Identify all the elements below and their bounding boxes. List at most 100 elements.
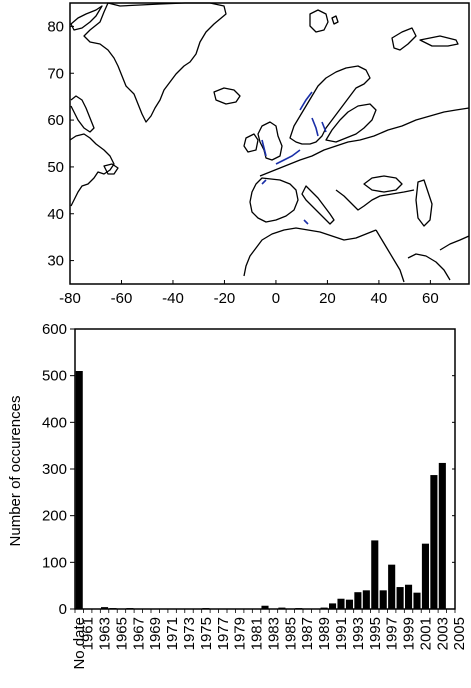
coastline-balkans bbox=[335, 189, 415, 211]
map-x-tick-label: -20 bbox=[214, 290, 236, 307]
bar bbox=[362, 590, 370, 609]
bar bbox=[388, 564, 396, 609]
coastline-italy bbox=[301, 185, 335, 225]
bar bbox=[413, 592, 421, 609]
bar bbox=[75, 371, 83, 609]
bar-x-tick-label: 1991 bbox=[333, 617, 350, 650]
bar bbox=[109, 608, 117, 609]
coastline-europe bbox=[259, 107, 470, 177]
map-y-tick-label: 60 bbox=[47, 112, 64, 129]
coastline-arabia bbox=[407, 253, 451, 281]
map-x-tick-label: -80 bbox=[59, 290, 81, 307]
bar bbox=[354, 592, 362, 609]
bar-x-tick-label: 1987 bbox=[299, 617, 316, 650]
map-y-tick-label: 40 bbox=[47, 206, 64, 223]
bar-series bbox=[75, 371, 446, 609]
bar-x-tick-label: 1973 bbox=[181, 617, 198, 650]
map-y-tick-label: 70 bbox=[47, 65, 64, 82]
coastline-middle-east bbox=[375, 229, 405, 283]
map-x-tick-label: 60 bbox=[422, 290, 439, 307]
bar-x-tick-label: 1963 bbox=[97, 617, 114, 650]
bar-x-tick-label: 1967 bbox=[130, 617, 147, 650]
coastline-map bbox=[69, 2, 470, 283]
coastline-svalbard bbox=[309, 9, 339, 33]
bar-x-tick-label: 1985 bbox=[282, 617, 299, 650]
coastline-arctic-islands bbox=[70, 5, 103, 31]
bar-x-tick-label: 1983 bbox=[265, 617, 282, 650]
occurrence-coast-baltic bbox=[311, 117, 327, 137]
bar-x-tick-label: 2003 bbox=[434, 617, 451, 650]
bar-y-tick-label: 300 bbox=[42, 461, 67, 478]
bar bbox=[396, 587, 404, 609]
bar-x-tick-label: 1969 bbox=[147, 617, 164, 650]
coastline-north-america bbox=[69, 133, 115, 207]
occurrence-coast-northsea bbox=[275, 149, 301, 165]
bar bbox=[295, 608, 303, 609]
bar bbox=[320, 607, 328, 609]
bar bbox=[438, 462, 446, 609]
map-x-tick-label: 40 bbox=[371, 290, 388, 307]
bar bbox=[345, 599, 353, 609]
bar-x-tick-label: 1971 bbox=[164, 617, 181, 650]
bar bbox=[371, 540, 379, 609]
coastline-greenland bbox=[83, 2, 227, 123]
map-frame bbox=[69, 2, 470, 285]
occurrence-coast-norway bbox=[299, 91, 313, 111]
coastline-persia bbox=[439, 235, 470, 251]
coastline-caspian bbox=[415, 179, 433, 227]
occurrence-coast-med bbox=[303, 219, 309, 225]
bar-x-tick-label: 2005 bbox=[451, 617, 468, 650]
bar-x-tick-label: 1981 bbox=[249, 617, 266, 650]
bar bbox=[405, 584, 413, 609]
map-axis: -80 -60 -40 -20 0 20 40 60 30 40 50 60 70 80 bbox=[47, 18, 438, 307]
bar bbox=[329, 603, 337, 609]
bar-x-tick-label: 2001 bbox=[417, 617, 434, 650]
coastline-newfoundland bbox=[103, 163, 119, 175]
bar-x-tick-label: 1993 bbox=[350, 617, 367, 650]
bar-x-tick-label: 1999 bbox=[401, 617, 418, 650]
bar-y-tick-label: 200 bbox=[42, 508, 67, 525]
occurrence-coast-biscay bbox=[261, 179, 267, 185]
coastline-novaya-zemlya bbox=[391, 27, 459, 51]
bar bbox=[379, 590, 387, 609]
bar-y-tick-label: 600 bbox=[42, 321, 67, 338]
bar-x-tick-label: 1997 bbox=[384, 617, 401, 650]
coastline-great-britain bbox=[257, 121, 283, 161]
bar bbox=[202, 608, 210, 609]
bar bbox=[261, 605, 269, 609]
map-x-tick-label: -40 bbox=[162, 290, 184, 307]
coastline-scandinavia bbox=[289, 65, 371, 145]
bar-x-tick-label: 1965 bbox=[113, 617, 130, 650]
coastline-ireland bbox=[243, 133, 259, 153]
bar bbox=[126, 608, 134, 609]
map-x-tick-label: -60 bbox=[111, 290, 133, 307]
map-panel: -80 -60 -40 -20 0 20 40 60 30 40 50 60 70 80 bbox=[47, 2, 470, 307]
bar-y-tick-label: 0 bbox=[59, 601, 67, 618]
bar-x-tick-label: 1995 bbox=[367, 617, 384, 650]
map-y-tick-label: 30 bbox=[47, 253, 64, 270]
bar bbox=[430, 475, 438, 609]
bar-y-tick-label: 500 bbox=[42, 368, 67, 385]
map-x-tick-label: 0 bbox=[272, 290, 280, 307]
bar bbox=[337, 598, 345, 609]
bar bbox=[421, 543, 429, 609]
coastline-sweden-finland bbox=[325, 103, 377, 143]
coastline-north-africa bbox=[243, 227, 377, 277]
map-y-tick-label: 50 bbox=[47, 159, 64, 176]
bar-y-tick-label: 100 bbox=[42, 554, 67, 571]
bar-x-tick-label: No date bbox=[71, 617, 88, 670]
map-x-tick-label: 20 bbox=[319, 290, 336, 307]
bar bbox=[278, 607, 286, 609]
bar-y-axis-label: Number of occurences bbox=[7, 396, 24, 547]
bar-x-tick-label: 1961 bbox=[80, 617, 97, 650]
bar bbox=[101, 607, 109, 609]
occurrence-coast-uk bbox=[261, 139, 267, 157]
coastline-iceland bbox=[213, 87, 241, 105]
bar-x-tick-label: 1975 bbox=[198, 617, 215, 650]
coastline-labrador bbox=[70, 95, 95, 133]
bar-x-tick-label: 1979 bbox=[232, 617, 249, 650]
